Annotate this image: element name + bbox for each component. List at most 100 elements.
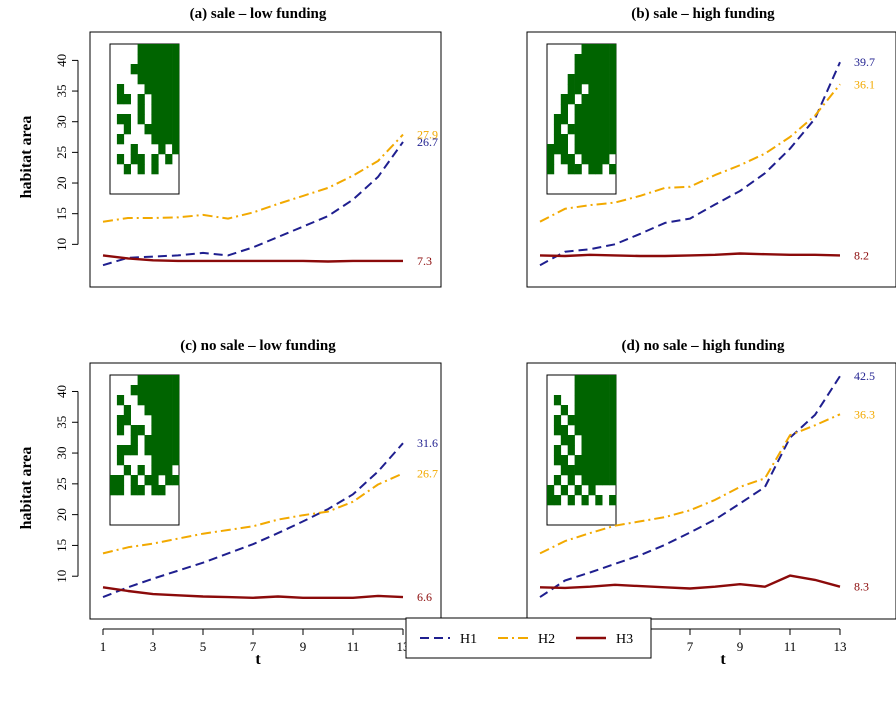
inset-map-cell <box>158 54 166 65</box>
inset-map-cell <box>567 154 575 165</box>
inset-map-cell <box>151 375 159 386</box>
inset-map-cell <box>116 395 125 406</box>
inset-map-cell <box>130 435 138 446</box>
inset-map-cell <box>602 385 610 396</box>
x-tick-label: 11 <box>347 639 360 654</box>
inset-map-cell <box>581 405 589 416</box>
inset-map-cell <box>172 64 180 75</box>
inset-map-cell <box>151 395 159 406</box>
inset-map-cell <box>581 395 589 406</box>
y-tick-label: 40 <box>54 54 69 67</box>
inset-map-cell <box>609 84 617 95</box>
inset-map-cell <box>602 144 610 155</box>
inset-map-cell <box>574 375 582 386</box>
inset-map-cell <box>602 114 610 125</box>
inset-map-cell <box>560 465 568 476</box>
inset-map-cell <box>609 385 617 396</box>
end-value-label-h1: 42.5 <box>854 369 875 383</box>
inset-map-cell <box>595 114 603 125</box>
inset-map-cell <box>116 455 125 466</box>
inset-map-cell <box>588 84 596 95</box>
inset-map-cell <box>609 445 617 456</box>
inset-map-cell <box>547 495 555 506</box>
inset-map-cell <box>588 485 596 496</box>
inset-map-cell <box>581 144 589 155</box>
inset-map-cell <box>602 154 610 165</box>
inset-map-cell <box>595 495 603 506</box>
inset-map-cell <box>137 74 145 85</box>
inset-map-cell <box>602 405 610 416</box>
inset-map-cell <box>588 64 596 75</box>
inset-map-cell <box>151 385 159 396</box>
inset-map-cell <box>144 475 152 486</box>
inset-map-cell <box>609 164 617 175</box>
inset-map-cell <box>595 104 603 115</box>
inset-map-cell <box>158 104 166 115</box>
plot-frame <box>89 31 442 288</box>
inset-map-cell <box>151 154 159 165</box>
inset-map-cell <box>158 124 166 135</box>
inset-map-cell <box>609 435 617 446</box>
y-tick-label: 25 <box>54 477 69 490</box>
y-tick-label: 15 <box>54 207 69 220</box>
inset-map-cell <box>151 435 159 446</box>
inset-map-cell <box>172 124 180 135</box>
inset-map-cell <box>588 94 596 105</box>
inset-map-cell <box>560 114 568 125</box>
inset-map-cell <box>588 465 596 476</box>
inset-map-cell <box>151 74 159 85</box>
inset-map-cell <box>158 84 166 95</box>
inset-map-cell <box>560 455 568 466</box>
inset-map-cell <box>595 435 603 446</box>
inset-map-cell <box>553 395 562 406</box>
inset-map-cell <box>588 475 596 486</box>
inset-map-cell <box>123 164 131 175</box>
inset-map-cell <box>574 425 582 436</box>
inset-map-cell <box>567 475 575 486</box>
inset-map-cell <box>130 385 138 396</box>
chart-title: (d) no sale – high funding <box>622 338 785 354</box>
inset-map-cell <box>110 485 118 496</box>
inset-map-cell <box>581 385 589 396</box>
inset-map-cell <box>574 64 582 75</box>
inset-map-cell <box>172 54 180 65</box>
inset-map-cell <box>130 425 138 436</box>
inset-map-cell <box>158 425 166 436</box>
inset-map-cell <box>151 455 159 466</box>
x-tick-label: 5 <box>200 639 207 654</box>
x-axis-label-left: t <box>255 651 261 668</box>
inset-map-cell <box>602 475 610 486</box>
inset-map-cell <box>165 134 173 145</box>
chart-panel: (c) no sale – low funding101520253035401… <box>54 338 442 654</box>
inset-map-cell <box>172 74 180 85</box>
inset-map-cell <box>165 385 173 396</box>
inset-map-cell <box>595 445 603 456</box>
inset-map-cell <box>158 405 166 416</box>
inset-map-cell <box>602 425 610 436</box>
inset-map-cell <box>588 74 596 85</box>
inset-map-cell <box>151 425 159 436</box>
inset-map-cell <box>567 435 575 446</box>
inset-map-cell <box>560 154 568 165</box>
inset-map-cell <box>165 104 173 115</box>
inset-map-cell <box>560 104 568 115</box>
inset-map-cell <box>588 154 596 165</box>
inset-map-cell <box>567 124 575 135</box>
inset-map-cell <box>130 445 138 456</box>
inset-map-cell <box>158 44 166 55</box>
inset-map-cell <box>151 124 159 135</box>
inset-map-cell <box>567 74 575 85</box>
inset-map-cell <box>130 154 138 165</box>
inset-map-cell <box>130 64 138 75</box>
inset-map-cell <box>588 435 596 446</box>
inset-map-cell <box>609 415 617 426</box>
inset-map-cell <box>165 154 173 165</box>
inset-map-cell <box>137 94 145 105</box>
inset-map-cell <box>609 455 617 466</box>
inset-map-cell <box>574 395 582 406</box>
inset-map-cell <box>144 385 152 396</box>
legend-label-h2: H2 <box>538 632 555 647</box>
plot-frame <box>89 362 442 620</box>
inset-map-cell <box>144 64 152 75</box>
inset-map-cell <box>172 84 180 95</box>
